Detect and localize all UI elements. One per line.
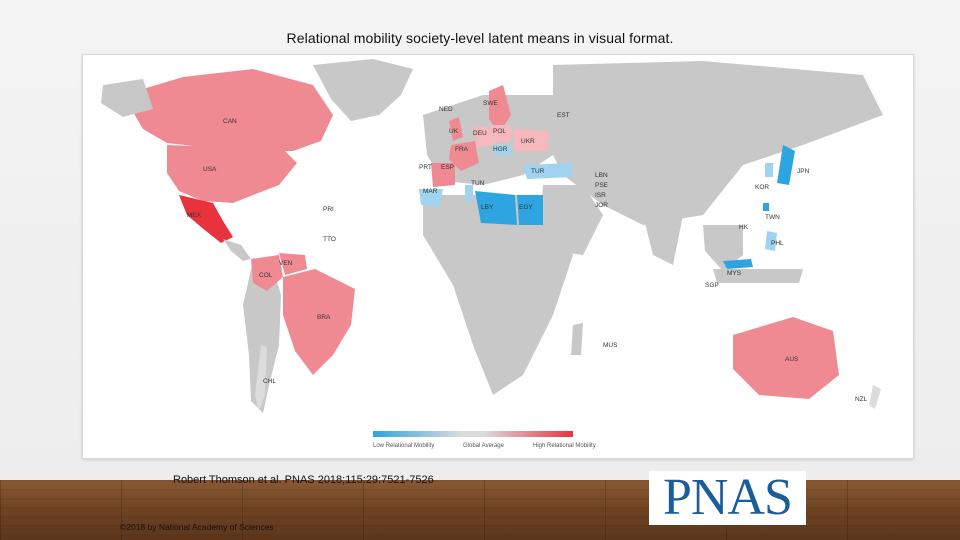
australia-shape [733, 317, 839, 399]
germany-shape [473, 127, 493, 147]
egypt-shape [517, 195, 543, 225]
label-sgp: SGP [705, 282, 719, 289]
alaska-shape [101, 79, 153, 117]
pnas-logo-text: PNAS [663, 469, 793, 526]
world-map-svg: CAN USA MEX PRI TTO VEN COL BRA CHL NED … [101, 59, 883, 449]
label-bra: BRA [317, 314, 331, 321]
slide-title: Relational mobility society-level latent… [286, 30, 674, 46]
label-swe: SWE [483, 100, 498, 107]
tunisia-shape [465, 185, 473, 201]
label-lbn: LBN [595, 172, 608, 179]
mexico-shape [179, 195, 233, 243]
label-est: EST [557, 112, 570, 119]
canada-shape [123, 69, 333, 151]
label-jor: JOR [595, 202, 608, 209]
label-can: CAN [223, 118, 237, 125]
world-map: CAN USA MEX PRI TTO VEN COL BRA CHL NED … [82, 54, 914, 459]
colombia-shape [251, 255, 283, 291]
central-america-shape [223, 239, 251, 261]
label-col: COL [259, 272, 273, 279]
philippines-shape [765, 231, 777, 251]
label-deu: DEU [473, 130, 487, 137]
label-ned: NED [439, 106, 453, 113]
label-chl: CHL [263, 378, 276, 385]
india-shape [643, 215, 683, 265]
label-pri: PRI [323, 206, 334, 213]
iberia-shape [431, 163, 455, 187]
label-hgr: HGR [493, 146, 508, 153]
legend-mid-label: Global Average [463, 443, 505, 449]
label-isr: ISR [595, 192, 606, 199]
sweden-shape [489, 85, 511, 133]
africa-base-shape [423, 195, 573, 395]
southeast-asia-shape [703, 225, 743, 271]
libya-shape [475, 191, 517, 225]
label-egy: EGY [519, 204, 533, 211]
madagascar-shape [571, 323, 583, 355]
chile-shape [255, 345, 267, 411]
ukraine-shape [513, 129, 549, 151]
taiwan-shape [763, 203, 769, 211]
malaysia-shape [723, 259, 753, 269]
copyright-notice: ©2018 by National Academy of Sciences [120, 522, 274, 532]
label-twn: TWN [765, 214, 780, 221]
label-usa: USA [203, 166, 217, 173]
label-fra: FRA [455, 146, 469, 153]
label-ukr: UKR [521, 138, 535, 145]
legend-high-label: High Relational Mobility [533, 443, 596, 449]
label-kor: KOR [755, 184, 769, 191]
south-america-west-shape [243, 261, 281, 413]
brazil-shape [283, 269, 355, 375]
korea-shape [765, 163, 773, 177]
label-phl: PHL [771, 240, 784, 247]
label-hk: HK [739, 224, 749, 231]
venezuela-shape [279, 253, 307, 275]
indonesia-shape [713, 269, 803, 283]
label-tur: TUR [531, 168, 545, 175]
legend-low-label: Low Relational Mobility [373, 443, 434, 449]
france-shape [449, 141, 479, 171]
label-mex: MEX [187, 212, 202, 219]
label-esp: ESP [441, 164, 454, 171]
label-lby: LBY [481, 204, 494, 211]
label-mus: MUS [603, 342, 618, 349]
label-prt: PRT [419, 164, 432, 171]
legend: Low Relational Mobility Global Average H… [373, 431, 596, 449]
country-labels: CAN USA MEX PRI TTO VEN COL BRA CHL NED … [187, 100, 868, 403]
label-nzl: NZL [855, 396, 868, 403]
label-pse: PSE [595, 182, 609, 189]
label-tto: TTO [323, 236, 336, 243]
uk-shape [449, 117, 463, 141]
new-zealand-shape [869, 385, 881, 409]
label-tun: TUN [471, 180, 485, 187]
label-uk: UK [449, 128, 459, 135]
legend-gradient-bar [373, 431, 573, 437]
label-mar: MAR [423, 188, 438, 195]
label-jpn: JPN [797, 168, 810, 175]
japan-shape [777, 145, 795, 185]
hungary-shape [493, 145, 511, 155]
label-aus: AUS [785, 356, 799, 363]
morocco-shape [419, 189, 443, 207]
greenland-shape [313, 59, 413, 121]
turkey-shape [523, 163, 573, 179]
label-ven: VEN [279, 260, 293, 267]
asia-base-shape [553, 61, 883, 225]
poland-shape [491, 125, 511, 143]
usa-shape [167, 145, 297, 203]
label-pol: POL [493, 128, 506, 135]
pnas-logo: PNAS [649, 471, 806, 525]
label-mys: MYS [727, 270, 742, 277]
citation: Robert Thomson et al. PNAS 2018;115:29:7… [173, 474, 434, 486]
